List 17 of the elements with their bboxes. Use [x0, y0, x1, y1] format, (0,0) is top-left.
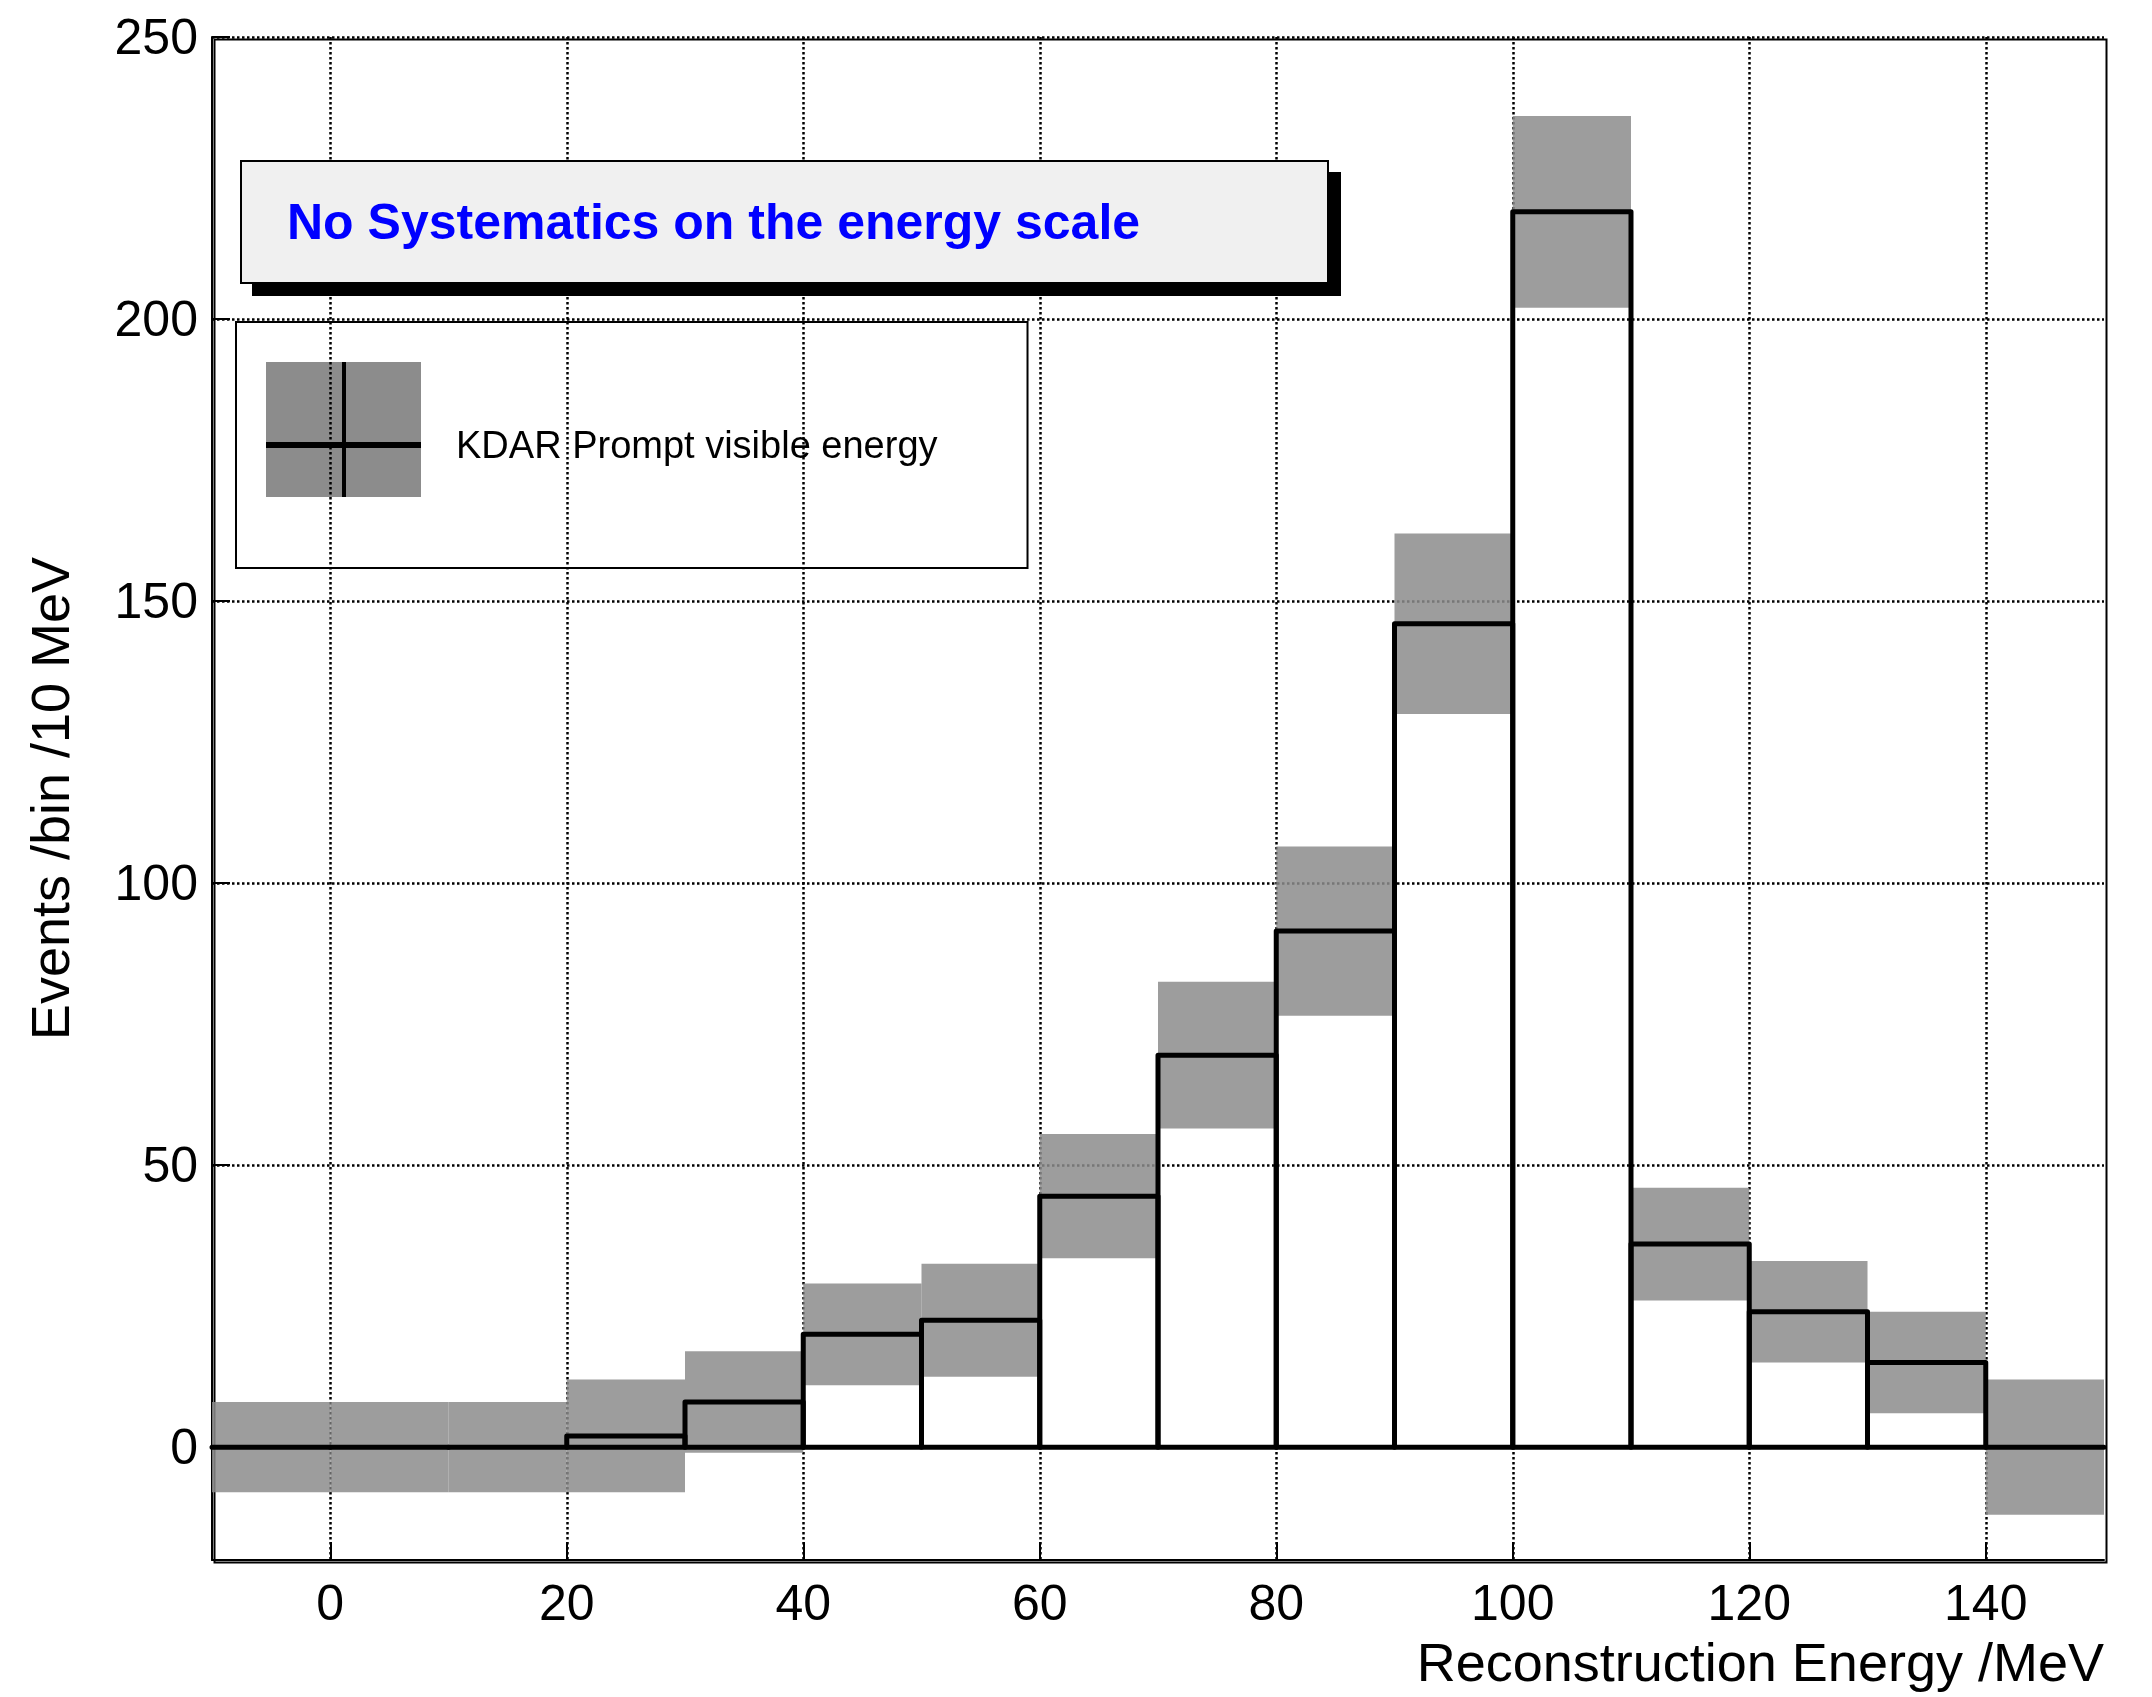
- x-tick-label: 80: [1248, 1575, 1305, 1631]
- y-axis-title: Events /bin /10 MeV: [20, 556, 80, 1041]
- y-tick-label: 100: [114, 855, 198, 912]
- x-tick-label: 40: [775, 1575, 832, 1631]
- x-axis-title: Reconstruction Energy /MeV: [1416, 1632, 2104, 1692]
- x-tick-label: 60: [1011, 1575, 1068, 1631]
- x-tick-label: 20: [538, 1575, 595, 1631]
- y-tick-label: 0: [170, 1419, 198, 1476]
- x-tick-label: 120: [1707, 1575, 1791, 1631]
- y-tick-label: 200: [114, 291, 198, 348]
- legend-label: KDAR Prompt visible energy: [456, 424, 938, 466]
- x-tick-label: 0: [316, 1575, 345, 1631]
- y-tick-label: 250: [114, 9, 198, 65]
- x-tick-label: 100: [1471, 1575, 1555, 1631]
- x-tick-label: 140: [1944, 1575, 2028, 1631]
- y-tick-label: 50: [142, 1137, 198, 1194]
- y-tick-label: 150: [114, 573, 198, 630]
